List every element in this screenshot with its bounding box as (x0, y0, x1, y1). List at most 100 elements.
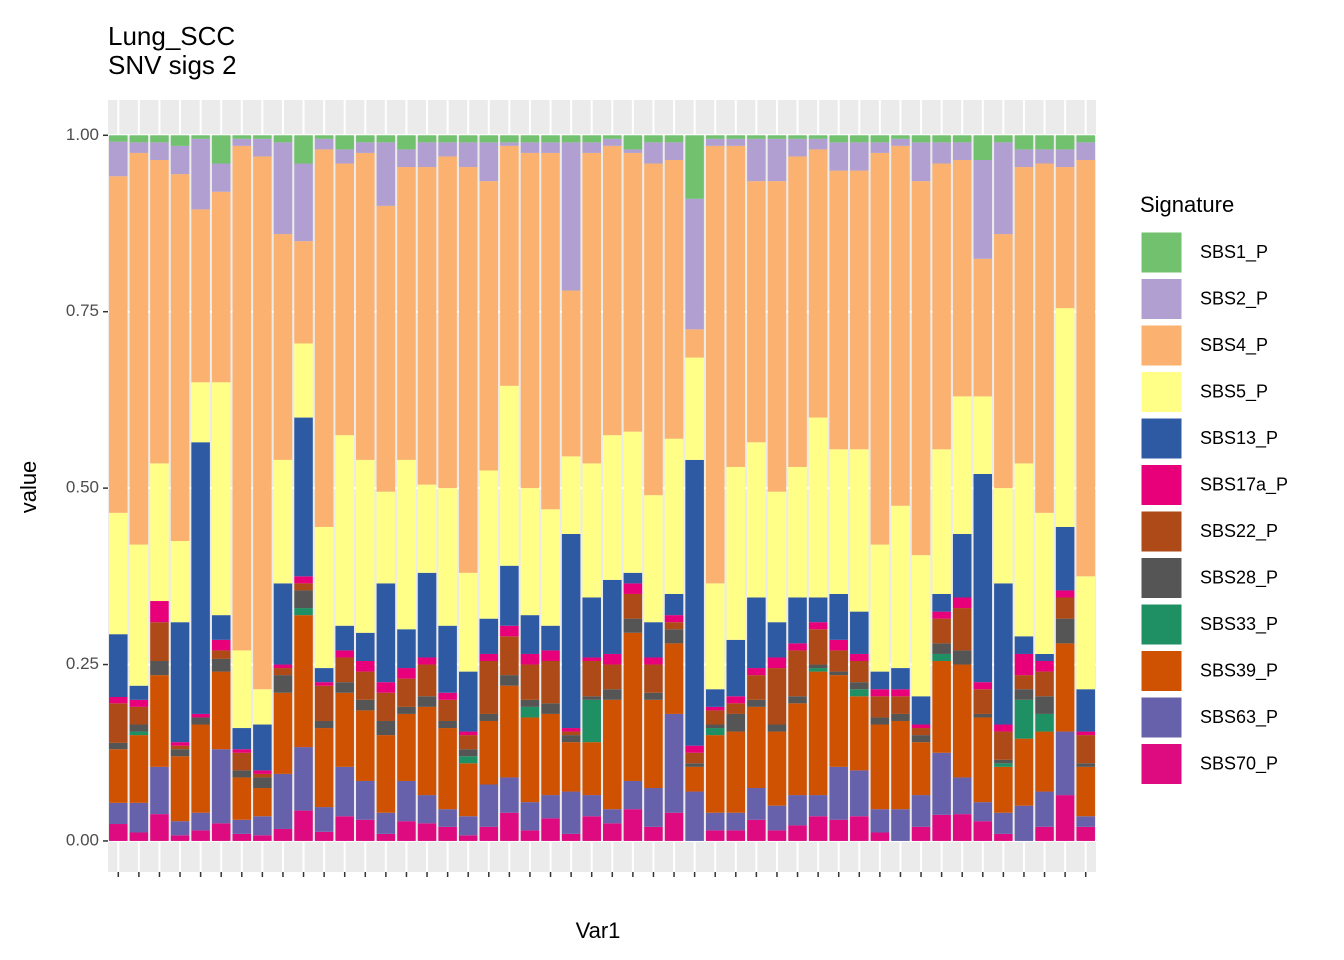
bar-segment (952, 650, 972, 665)
bar-segment (170, 745, 190, 750)
bar-segment (705, 583, 725, 690)
legend-label: SBS5_P (1200, 381, 1268, 402)
bar-segment (417, 484, 437, 573)
bar-segment (1014, 636, 1034, 654)
bar-segment (314, 668, 334, 683)
bar-segment (253, 835, 272, 841)
legend-swatch (1140, 603, 1183, 646)
bar-segment (1014, 653, 1034, 676)
bar-segment (994, 759, 1013, 764)
bar-segment (664, 713, 684, 813)
bar-segment (1055, 731, 1075, 796)
bar-segment (294, 576, 313, 584)
bar-segment (747, 668, 766, 676)
bar-segment (191, 830, 210, 841)
bar-segment (170, 541, 190, 623)
bar-segment (458, 671, 478, 732)
bar-segment (870, 142, 890, 153)
bar-segment (314, 138, 334, 150)
bar-segment (314, 728, 334, 808)
bar-segment (932, 618, 951, 644)
legend-label: SBS33_P (1200, 614, 1278, 635)
bar-segment (767, 181, 787, 492)
bar-segment (438, 826, 457, 841)
bar-segment (150, 135, 169, 143)
bar-segment (479, 618, 499, 654)
bar-segment (438, 692, 457, 700)
bar-segment (458, 167, 478, 573)
bar-segment (788, 597, 807, 644)
bar-segment (417, 657, 437, 665)
bar-segment (932, 449, 951, 594)
bar-segment (788, 696, 807, 704)
bar-segment (664, 615, 684, 623)
legend-title: Signature (1140, 192, 1234, 217)
bar-segment (170, 835, 190, 841)
bar-segment (623, 149, 643, 153)
bar-segment (335, 163, 354, 436)
bar-segment (150, 622, 169, 662)
bar-segment (1035, 696, 1054, 714)
bar-segment (973, 821, 993, 841)
bar-segment (211, 650, 231, 659)
bar-segment (664, 593, 684, 616)
legend-label: SBS28_P (1200, 567, 1278, 588)
bar-segment (500, 142, 519, 146)
bar-segment (232, 752, 252, 771)
bar-segment (603, 699, 622, 810)
bar-segment (994, 833, 1013, 841)
bar-segment (952, 814, 972, 841)
bar-segment (150, 142, 169, 160)
bar-segment (500, 565, 519, 626)
bar-segment (541, 713, 560, 796)
bar-segment (376, 205, 396, 492)
bar-segment (253, 788, 272, 817)
bar-segment (891, 689, 910, 697)
legend-swatch (1140, 231, 1183, 274)
bar-segment (726, 135, 746, 139)
legend-label: SBS17a_P (1200, 474, 1288, 495)
bar-segment (520, 802, 540, 831)
bar-segment (335, 682, 354, 693)
bar-segment (397, 629, 416, 669)
bar-segment (623, 572, 643, 584)
bar-segment (952, 533, 972, 598)
bar-segment (438, 809, 457, 827)
bar-segment (417, 664, 437, 697)
y-tick-label: 0.75 (66, 301, 99, 320)
bar-segment (705, 145, 725, 584)
bar-segment (376, 735, 396, 813)
bar-segment (808, 664, 828, 669)
bar-segment (767, 805, 787, 831)
bar-segment (685, 752, 704, 764)
bar-segment (788, 135, 807, 139)
bar-segment (932, 661, 951, 753)
bar-segment (150, 601, 169, 623)
bar-segment (191, 713, 210, 718)
bar-segment (911, 135, 931, 143)
bar-segment (767, 668, 787, 725)
bar-segment (705, 710, 725, 725)
bar-segment (150, 675, 169, 767)
bar-segment (952, 159, 972, 397)
legend-label: SBS2_P (1200, 288, 1268, 309)
bar-segment (726, 138, 746, 146)
bar-segment (191, 382, 210, 443)
bar-segment (644, 163, 663, 496)
bar-segment (479, 713, 499, 721)
bar-segment (1076, 159, 1095, 577)
legend-swatch (1140, 510, 1183, 553)
bar-segment (211, 135, 231, 164)
bar-segment (397, 706, 416, 714)
legend-label: SBS22_P (1200, 521, 1278, 542)
legend-swatch (1140, 417, 1183, 460)
bar-segment (211, 163, 231, 192)
bar-segment (685, 745, 704, 753)
bar-segment (1014, 135, 1034, 150)
bar-segment (973, 474, 993, 683)
bar-segment (129, 802, 149, 833)
bar-segment (870, 809, 890, 833)
bar-segment (788, 703, 807, 796)
bar-segment (685, 763, 704, 767)
bar-segment (850, 682, 869, 690)
